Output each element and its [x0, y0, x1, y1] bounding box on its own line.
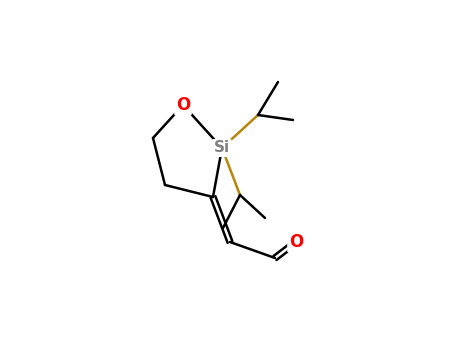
Text: O: O: [176, 96, 190, 114]
Text: Si: Si: [214, 140, 230, 155]
Text: O: O: [289, 233, 303, 251]
